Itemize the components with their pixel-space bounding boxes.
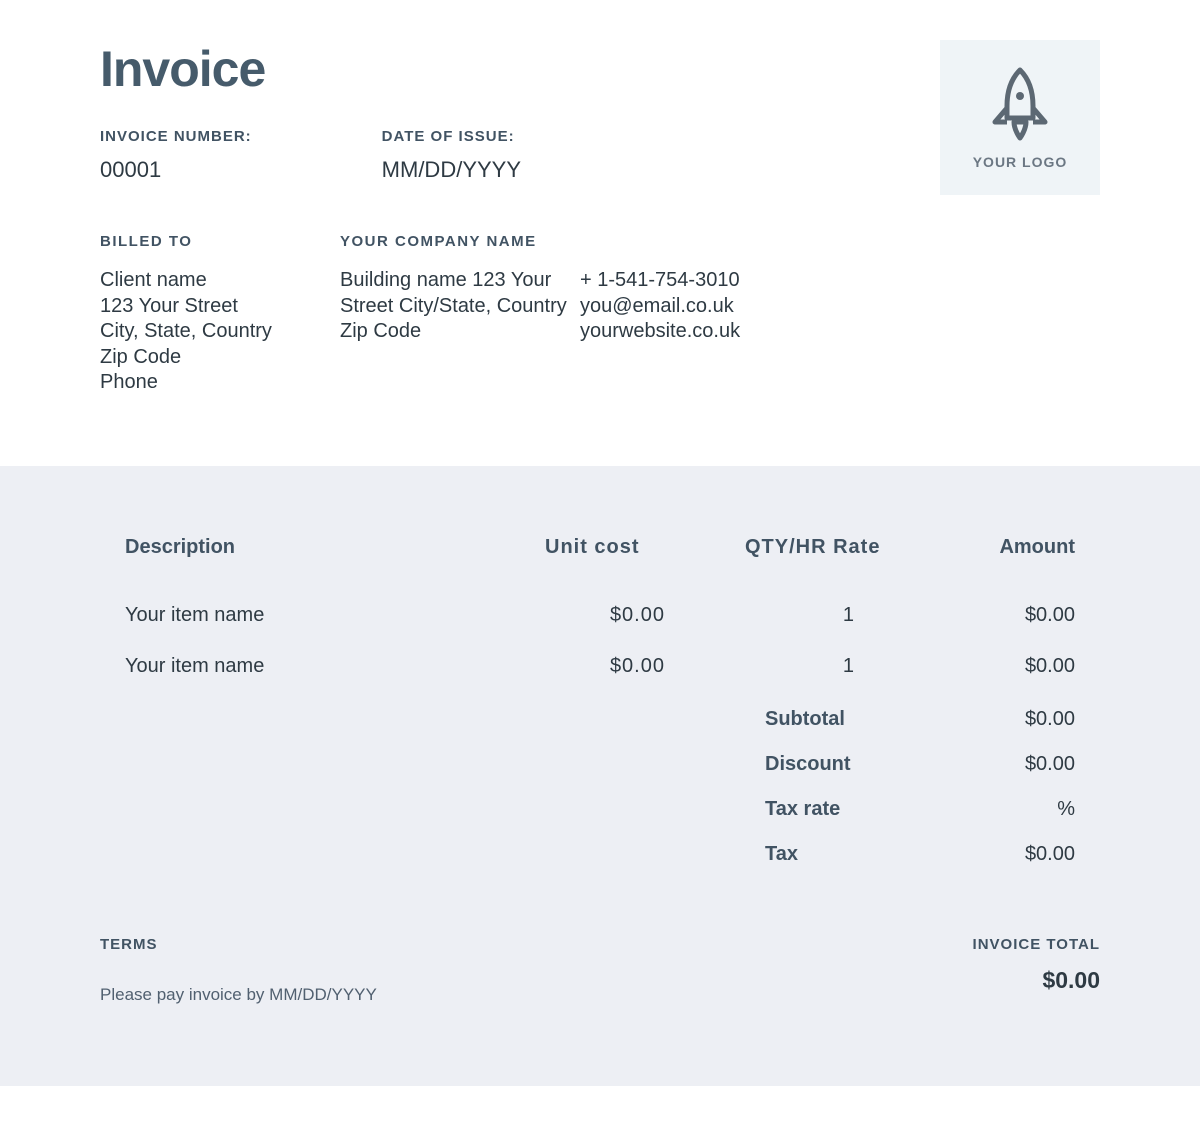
company-label: YOUR COMPANY NAME bbox=[340, 233, 580, 250]
terms-block: TERMS Please pay invoice by MM/DD/YYYY bbox=[100, 936, 377, 1005]
cell-description: Your item name bbox=[125, 604, 545, 627]
cell-qty: 1 bbox=[745, 604, 945, 627]
contact-phone: + 1-541-754-3010 bbox=[580, 268, 800, 294]
cell-description: Your item name bbox=[125, 655, 545, 678]
cell-unit-cost: $0.00 bbox=[545, 655, 745, 678]
invoice-number-value: 00001 bbox=[100, 157, 252, 183]
taxrate-label: Tax rate bbox=[765, 798, 925, 821]
cell-qty: 1 bbox=[745, 655, 945, 678]
invoice-number-label: INVOICE NUMBER: bbox=[100, 128, 252, 145]
contact-website: yourwebsite.co.uk bbox=[580, 319, 800, 345]
invoice-total-block: INVOICE TOTAL $0.00 bbox=[973, 936, 1100, 994]
table-row: Your item name $0.00 1 $0.00 bbox=[100, 655, 1100, 678]
discount-label: Discount bbox=[765, 753, 925, 776]
company-block: YOUR COMPANY NAME Building name 123 Your… bbox=[340, 233, 580, 396]
taxrate-row: Tax rate % bbox=[100, 798, 1075, 821]
taxrate-value: % bbox=[925, 798, 1075, 821]
col-header-description: Description bbox=[125, 536, 545, 559]
totals-block: Subtotal $0.00 Discount $0.00 Tax rate %… bbox=[100, 708, 1100, 866]
date-value: MM/DD/YYYY bbox=[382, 157, 521, 183]
date-of-issue-block: DATE OF ISSUE: MM/DD/YYYY bbox=[382, 128, 521, 183]
billed-line: City, State, Country bbox=[100, 319, 340, 345]
company-address: Building name 123 Your Street City/State… bbox=[340, 268, 580, 345]
invoice-total-label: INVOICE TOTAL bbox=[973, 936, 1100, 953]
rocket-icon bbox=[989, 66, 1051, 144]
billed-line: Zip Code bbox=[100, 345, 340, 371]
items-table: Description Unit cost QTY/HR Rate Amount… bbox=[100, 536, 1100, 678]
invoice-header-section: Invoice YOUR LOGO INVOICE NUMBER: 00001 … bbox=[0, 0, 1200, 466]
terms-label: TERMS bbox=[100, 936, 377, 953]
discount-row: Discount $0.00 bbox=[100, 753, 1075, 776]
logo-placeholder: YOUR LOGO bbox=[940, 40, 1100, 195]
tax-label: Tax bbox=[765, 843, 925, 866]
table-header-row: Description Unit cost QTY/HR Rate Amount bbox=[100, 536, 1100, 559]
subtotal-label: Subtotal bbox=[765, 708, 925, 731]
contact-block: + 1-541-754-3010 you@email.co.uk yourweb… bbox=[580, 233, 800, 396]
col-header-qty: QTY/HR Rate bbox=[745, 536, 945, 559]
subtotal-value: $0.00 bbox=[925, 708, 1075, 731]
invoice-total-value: $0.00 bbox=[973, 967, 1100, 994]
footer-row: TERMS Please pay invoice by MM/DD/YYYY I… bbox=[100, 936, 1100, 1005]
billed-line: 123 Your Street bbox=[100, 294, 340, 320]
terms-text: Please pay invoice by MM/DD/YYYY bbox=[100, 985, 377, 1005]
address-row: BILLED TO Client name 123 Your Street Ci… bbox=[100, 233, 1100, 396]
col-header-unit-cost: Unit cost bbox=[545, 536, 745, 559]
billed-to-label: BILLED TO bbox=[100, 233, 340, 250]
tax-row: Tax $0.00 bbox=[100, 843, 1075, 866]
logo-caption: YOUR LOGO bbox=[973, 154, 1068, 170]
cell-amount: $0.00 bbox=[945, 655, 1075, 678]
date-label: DATE OF ISSUE: bbox=[382, 128, 521, 145]
contact-email: you@email.co.uk bbox=[580, 294, 800, 320]
cell-amount: $0.00 bbox=[945, 604, 1075, 627]
tax-value: $0.00 bbox=[925, 843, 1075, 866]
col-header-amount: Amount bbox=[945, 536, 1075, 559]
invoice-items-section: Description Unit cost QTY/HR Rate Amount… bbox=[0, 466, 1200, 1086]
invoice-number-block: INVOICE NUMBER: 00001 bbox=[100, 128, 252, 183]
billed-line: Client name bbox=[100, 268, 340, 294]
table-row: Your item name $0.00 1 $0.00 bbox=[100, 604, 1100, 627]
billed-line: Phone bbox=[100, 370, 340, 396]
cell-unit-cost: $0.00 bbox=[545, 604, 745, 627]
discount-value: $0.00 bbox=[925, 753, 1075, 776]
subtotal-row: Subtotal $0.00 bbox=[100, 708, 1075, 731]
contact-spacer bbox=[580, 233, 800, 250]
billed-to-block: BILLED TO Client name 123 Your Street Ci… bbox=[100, 233, 340, 396]
